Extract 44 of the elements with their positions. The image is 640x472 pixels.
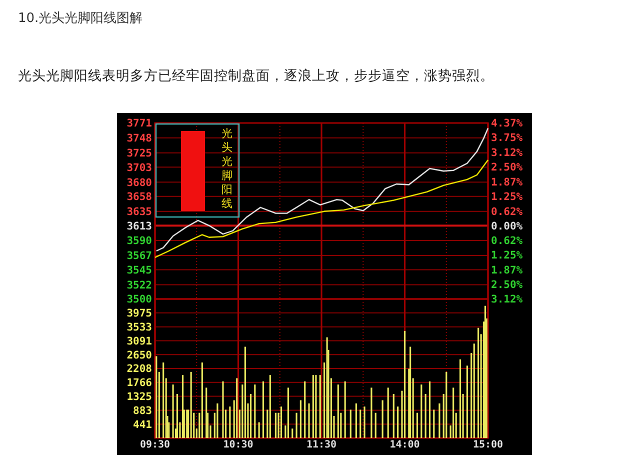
y2-tick-label: 4.37% bbox=[491, 118, 524, 130]
y2-tick-label: 1.25% bbox=[491, 250, 524, 262]
y-tick-label: 3567 bbox=[126, 250, 152, 262]
y2-tick-label: 0.62% bbox=[491, 206, 524, 218]
chart-title: 10.光头光脚阳线图解 bbox=[18, 11, 143, 26]
y2-tick-label: 1.87% bbox=[491, 176, 524, 188]
y-tick-label: 3522 bbox=[126, 279, 152, 292]
y-tick-label: 3533 bbox=[126, 321, 152, 334]
annotation: 光头光脚阳线 bbox=[222, 127, 232, 210]
y-tick-label: 3635 bbox=[126, 206, 152, 218]
y2-tick-label: 1.87% bbox=[491, 264, 524, 276]
chart-subtitle: 光头光脚阳线表明多方已经牢固控制盘面，逐浪上攻，步步逼空，涨势强烈。 bbox=[18, 68, 494, 84]
y-tick-label: 3680 bbox=[126, 176, 152, 189]
y2-tick-label: 3.75% bbox=[491, 132, 524, 144]
y2-tick-label: 2.50% bbox=[491, 162, 524, 174]
y2-tick-label: 2.50% bbox=[491, 279, 524, 292]
y2-tick-label: 3.12% bbox=[491, 147, 524, 160]
y-tick-label: 441 bbox=[133, 418, 152, 431]
y-tick-label: 3658 bbox=[126, 191, 152, 204]
y2-tick-label: 0.62% bbox=[491, 234, 524, 247]
y-tick-label: 3703 bbox=[126, 162, 152, 174]
x-tick-label: 09:30 bbox=[140, 440, 170, 450]
line-series bbox=[156, 128, 489, 252]
x-tick-label: 11:30 bbox=[306, 440, 337, 450]
x-tick-label: 15:00 bbox=[472, 440, 504, 450]
y-tick-label: 2650 bbox=[126, 349, 152, 362]
y-tick-label: 3545 bbox=[126, 264, 152, 276]
y-tick-label: 883 bbox=[133, 404, 152, 417]
y-tick-label: 3975 bbox=[126, 308, 152, 320]
y-tick-label: 1766 bbox=[126, 377, 152, 390]
y-tick-label: 3590 bbox=[126, 235, 152, 248]
y-tick-label: 3771 bbox=[126, 118, 152, 130]
y2-tick-label: 3.12% bbox=[491, 294, 524, 306]
x-tick-label: 14:00 bbox=[390, 440, 420, 450]
x-tick-label: 10:30 bbox=[223, 440, 254, 450]
y-tick-label: 3500 bbox=[126, 294, 152, 306]
y-tick-label: 3091 bbox=[126, 335, 152, 348]
y2-tick-label: 1.25% bbox=[491, 190, 524, 203]
y-tick-label: 1325 bbox=[126, 390, 152, 403]
y-tick-label: 2208 bbox=[126, 363, 152, 376]
y-tick-label: 3725 bbox=[126, 148, 152, 160]
y2-tick-label: 0.00% bbox=[491, 220, 524, 232]
y-tick-label: 3613 bbox=[126, 220, 152, 232]
y-tick-label: 3748 bbox=[126, 132, 152, 145]
